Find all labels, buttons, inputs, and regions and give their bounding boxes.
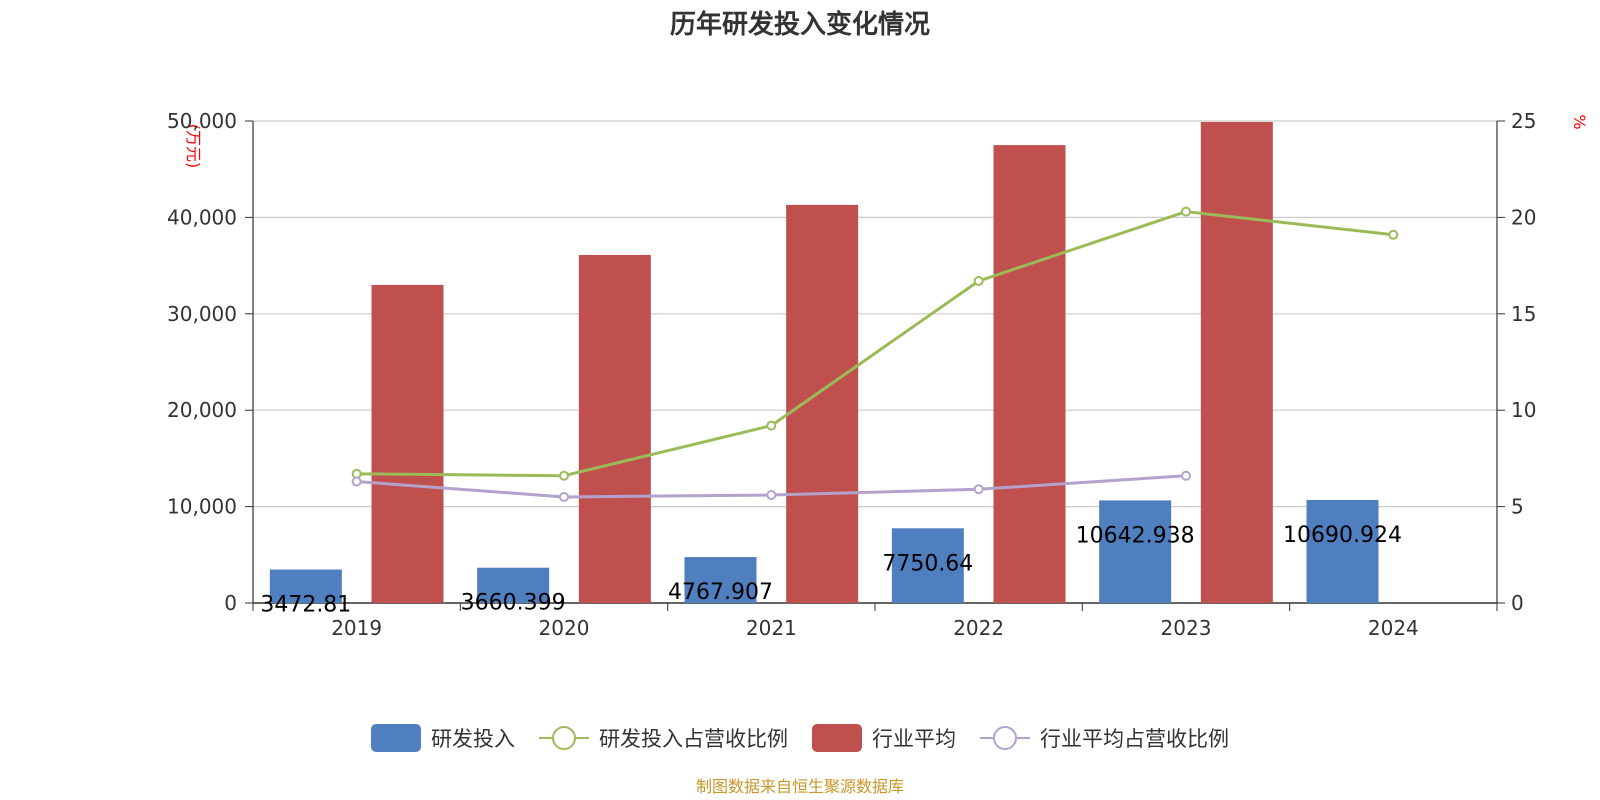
y-right-tick-label: 15 bbox=[1511, 302, 1536, 326]
y-right-tick-label: 0 bbox=[1511, 591, 1524, 615]
line-rd-ratio bbox=[356, 210, 1394, 478]
bar-rd-investment bbox=[269, 569, 342, 603]
legend-bar-swatch bbox=[812, 724, 862, 752]
point-industry-ratio bbox=[1181, 470, 1191, 481]
chart-title: 历年研发投入变化情况 bbox=[670, 9, 930, 40]
bar-industry-average bbox=[993, 145, 1066, 603]
y-left-tick-label: 0 bbox=[224, 591, 237, 615]
x-tick-label: 2020 bbox=[539, 616, 590, 640]
point-industry-ratio bbox=[559, 491, 569, 502]
x-tick-label: 2021 bbox=[746, 616, 797, 640]
bar-data-label: 7750.64 bbox=[882, 551, 973, 576]
legend-item[interactable]: 行业平均 bbox=[812, 724, 956, 752]
bar-data-label: 10642.938 bbox=[1076, 523, 1195, 548]
legend-item[interactable]: 行业平均占营收比例 bbox=[980, 726, 1229, 751]
y-left-tick-label: 50,000 bbox=[167, 109, 237, 133]
point-rd-ratio bbox=[1388, 229, 1399, 240]
bars bbox=[269, 121, 1379, 604]
axes: 0 0 10,000 5 20,000 10 30,000 15 40,000 20 50,000 2… bbox=[167, 109, 1536, 640]
bar-data-label: 3472.81 bbox=[260, 593, 351, 618]
bar-rd-investment bbox=[477, 567, 550, 603]
bar-rd-investment bbox=[891, 528, 964, 603]
point-industry-ratio bbox=[766, 490, 777, 501]
y-right-tick-label: 5 bbox=[1511, 495, 1524, 519]
source-note: 制图数据来自恒生聚源数据库 bbox=[696, 777, 904, 796]
right-axis-unit: % bbox=[1570, 114, 1589, 129]
legend: 研发投入 研发投入占营收比例 行业平均 行业平均占营收比例 bbox=[371, 724, 1229, 752]
y-left-tick-label: 10,000 bbox=[167, 495, 237, 519]
bar-data-label: 10690.924 bbox=[1283, 523, 1402, 548]
point-rd-ratio bbox=[973, 276, 984, 287]
y-right-tick-label: 20 bbox=[1511, 205, 1536, 229]
bar-rd-investment bbox=[684, 557, 757, 603]
point-industry-ratio bbox=[351, 476, 362, 487]
y-left-tick-label: 40,000 bbox=[167, 205, 237, 229]
legend-label: 行业平均 bbox=[872, 727, 956, 751]
legend-marker bbox=[552, 726, 576, 750]
point-rd-ratio bbox=[766, 420, 777, 431]
bar-industry-average bbox=[786, 204, 859, 604]
bar-rd-investment bbox=[1306, 499, 1379, 603]
legend-item[interactable]: 研发投入占营收比例 bbox=[539, 726, 788, 751]
legend-label: 研发投入占营收比例 bbox=[599, 727, 788, 751]
legend-bar-swatch bbox=[371, 724, 421, 752]
lines bbox=[351, 206, 1399, 502]
grid bbox=[253, 120, 1497, 508]
y-right-tick-label: 10 bbox=[1511, 398, 1536, 422]
data-labels: 3472.81 3660.399 4767.907 7750.64 10642.938 1… bbox=[260, 523, 1402, 618]
y-right-tick-label: 25 bbox=[1511, 109, 1536, 133]
point-industry-ratio bbox=[973, 484, 984, 495]
x-tick-label: 2019 bbox=[331, 616, 382, 640]
x-tick-label: 2022 bbox=[953, 616, 1004, 640]
x-tick-label: 2024 bbox=[1368, 616, 1419, 640]
bar-data-label: 4767.907 bbox=[668, 580, 773, 605]
legend-marker bbox=[993, 726, 1017, 750]
legend-item[interactable]: 研发投入 bbox=[371, 724, 515, 752]
legend-label: 行业平均占营收比例 bbox=[1040, 727, 1229, 751]
point-rd-ratio bbox=[1181, 206, 1191, 217]
bar-industry-average bbox=[371, 284, 444, 603]
y-left-tick-label: 20,000 bbox=[167, 398, 237, 422]
bar-industry-average bbox=[578, 254, 651, 603]
left-axis-unit: (万元) bbox=[184, 124, 203, 169]
bar-industry-average bbox=[1200, 121, 1273, 604]
x-tick-label: 2023 bbox=[1161, 616, 1212, 640]
point-rd-ratio bbox=[559, 470, 569, 481]
legend-label: 研发投入 bbox=[431, 727, 515, 751]
bar-rd-investment bbox=[1099, 500, 1172, 603]
y-left-tick-label: 30,000 bbox=[167, 302, 237, 326]
bar-data-label: 3660.399 bbox=[461, 591, 566, 616]
